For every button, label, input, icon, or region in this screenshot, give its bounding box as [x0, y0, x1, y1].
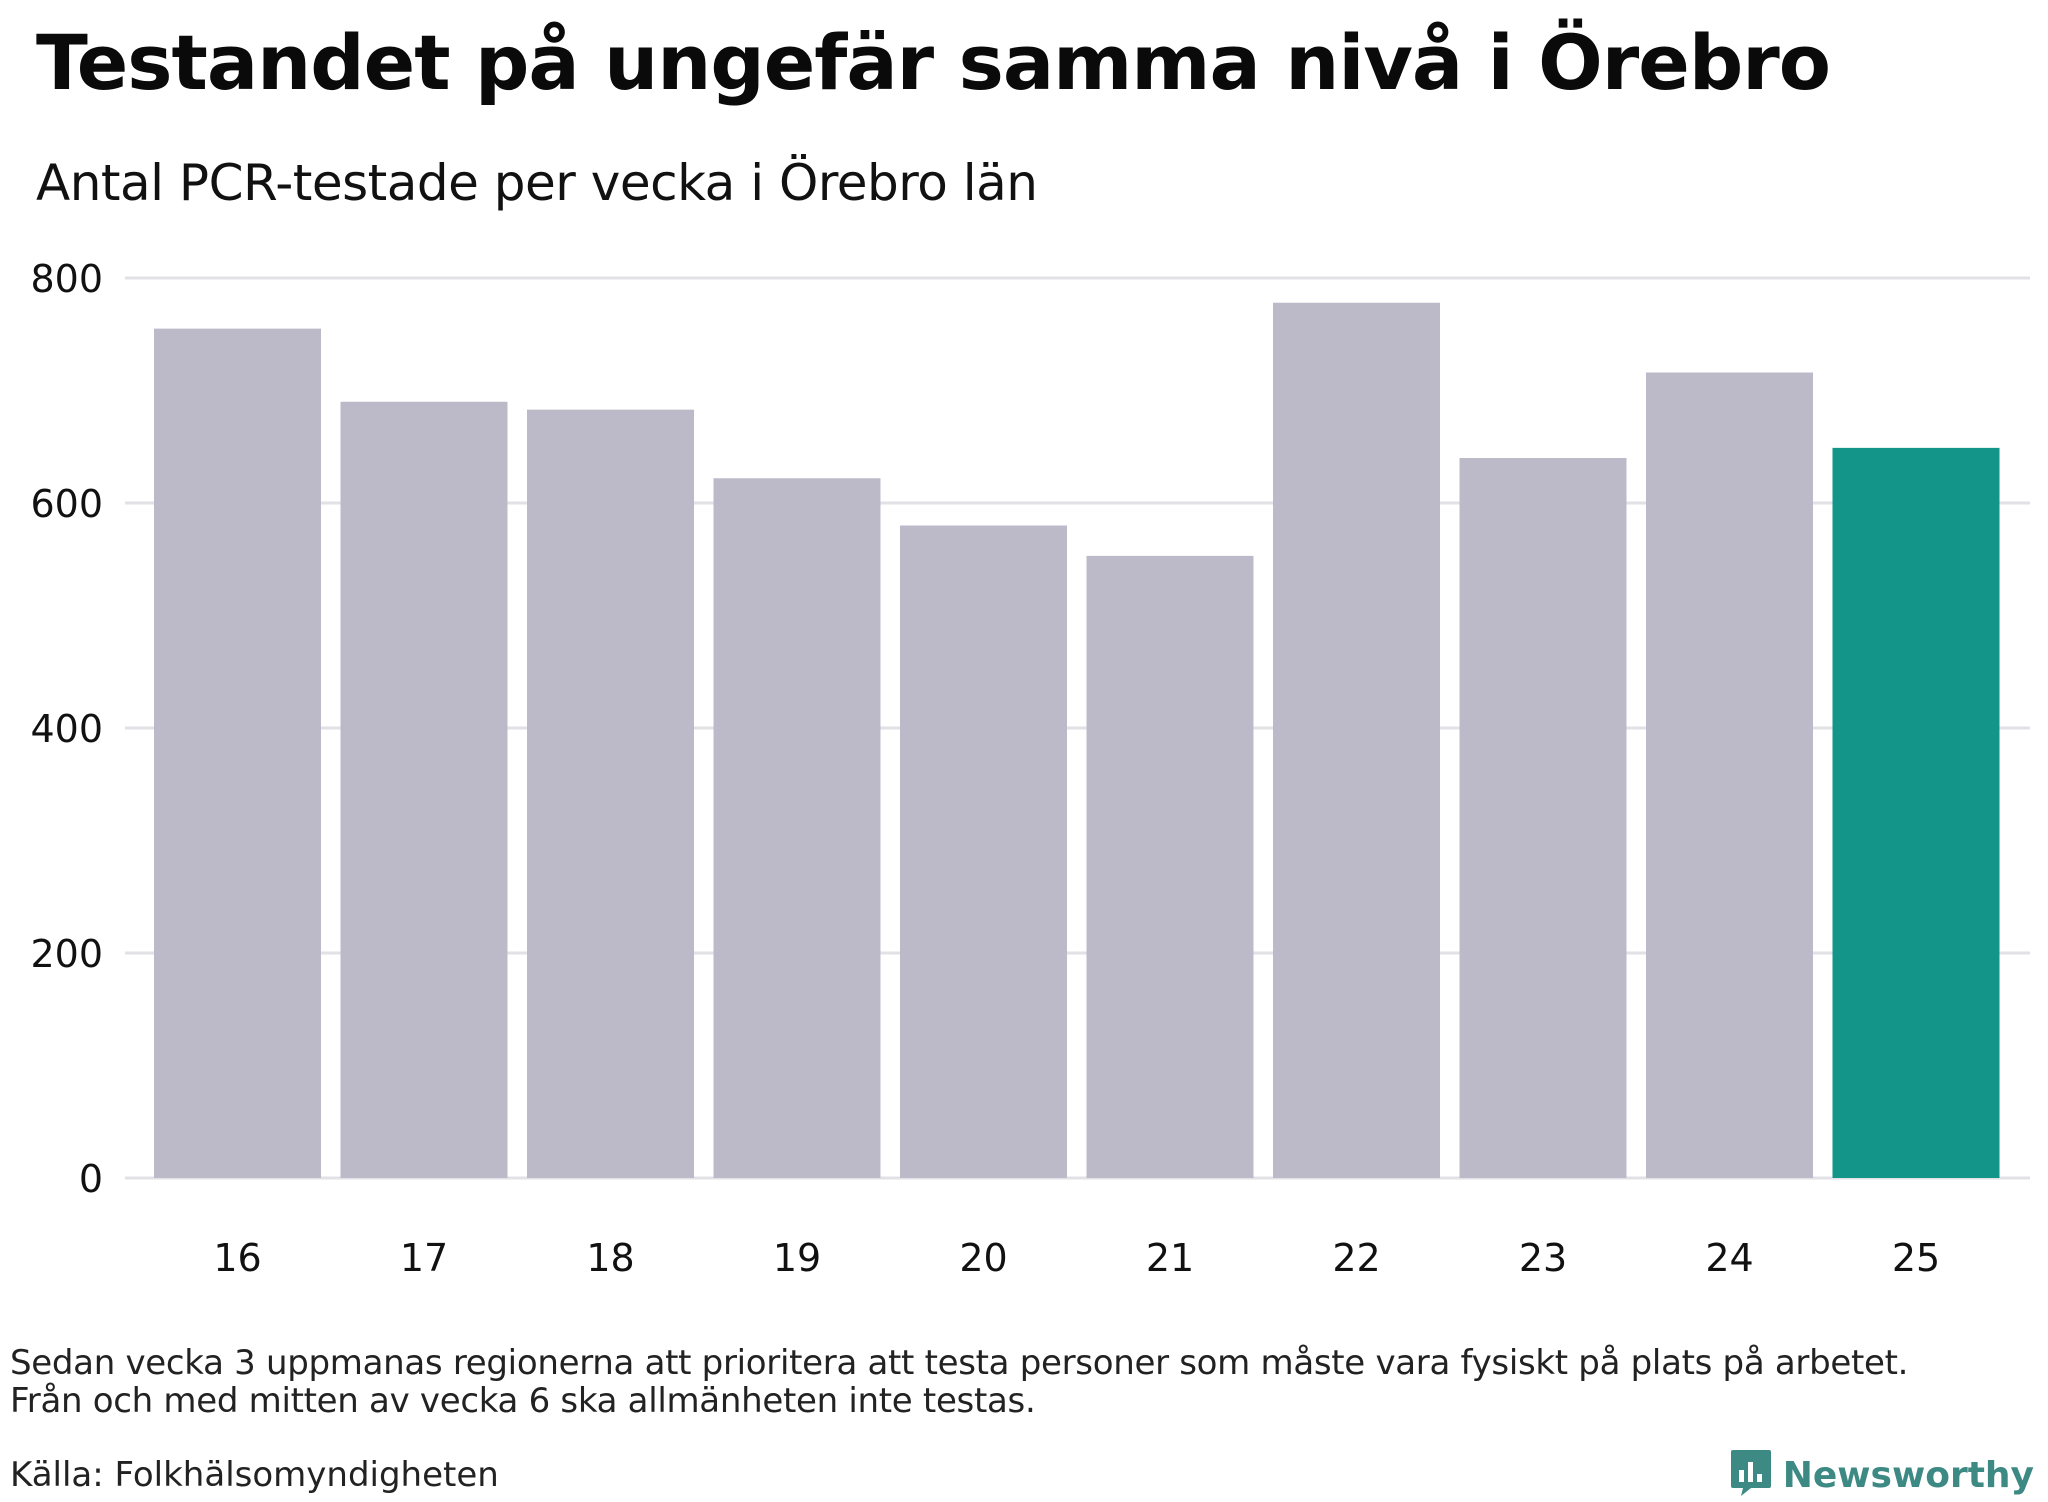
- bar: [900, 525, 1067, 1178]
- bar: [1459, 458, 1627, 1178]
- bar: [1273, 302, 1440, 1178]
- bar: [1086, 555, 1254, 1178]
- note-line-2: Från och med mitten av vecka 6 ska allmä…: [10, 1381, 1036, 1421]
- y-tick-label: 200: [30, 932, 103, 976]
- x-tick-label: 22: [1332, 1236, 1380, 1280]
- bar-chart: 0 200 400 600 800 16 17 18 19 20 21 22 23 24 25: [30, 257, 2030, 1280]
- bar: [713, 478, 881, 1178]
- y-tick-label: 600: [30, 482, 103, 526]
- chart-title: Testandet på ungefär samma nivå i Örebro: [36, 18, 1831, 107]
- chart-note: Sedan vecka 3 uppmanas regionerna att pr…: [10, 1344, 1908, 1420]
- chart-subtitle: Antal PCR-testade per vecka i Örebro län: [36, 154, 1038, 212]
- y-tick-label: 0: [79, 1157, 103, 1201]
- bar: [1646, 372, 1813, 1178]
- brand-logo[interactable]: Newsworthy: [1729, 1448, 2034, 1502]
- x-tick-label: 23: [1519, 1236, 1567, 1280]
- x-tick-label: 19: [773, 1236, 821, 1280]
- x-tick-label: 25: [1892, 1236, 1940, 1280]
- x-tick-label: 17: [400, 1236, 448, 1280]
- x-tick-label: 16: [213, 1236, 261, 1280]
- x-tick-label: 18: [586, 1236, 634, 1280]
- bar-chart-bubble-icon: [1729, 1448, 1773, 1502]
- source-text: Källa: Folkhälsomyndigheten: [10, 1455, 499, 1495]
- brand-name: Newsworthy: [1782, 1454, 2034, 1496]
- x-tick-label: 20: [959, 1236, 1007, 1280]
- bar: [1832, 447, 2000, 1178]
- bar: [340, 401, 508, 1178]
- bar: [154, 328, 321, 1178]
- x-tick-label: 21: [1146, 1236, 1194, 1280]
- y-tick-label: 800: [30, 257, 103, 301]
- y-tick-label: 400: [30, 707, 103, 751]
- note-line-1: Sedan vecka 3 uppmanas regionerna att pr…: [10, 1343, 1909, 1383]
- bar: [527, 409, 694, 1178]
- x-tick-label: 24: [1705, 1236, 1753, 1280]
